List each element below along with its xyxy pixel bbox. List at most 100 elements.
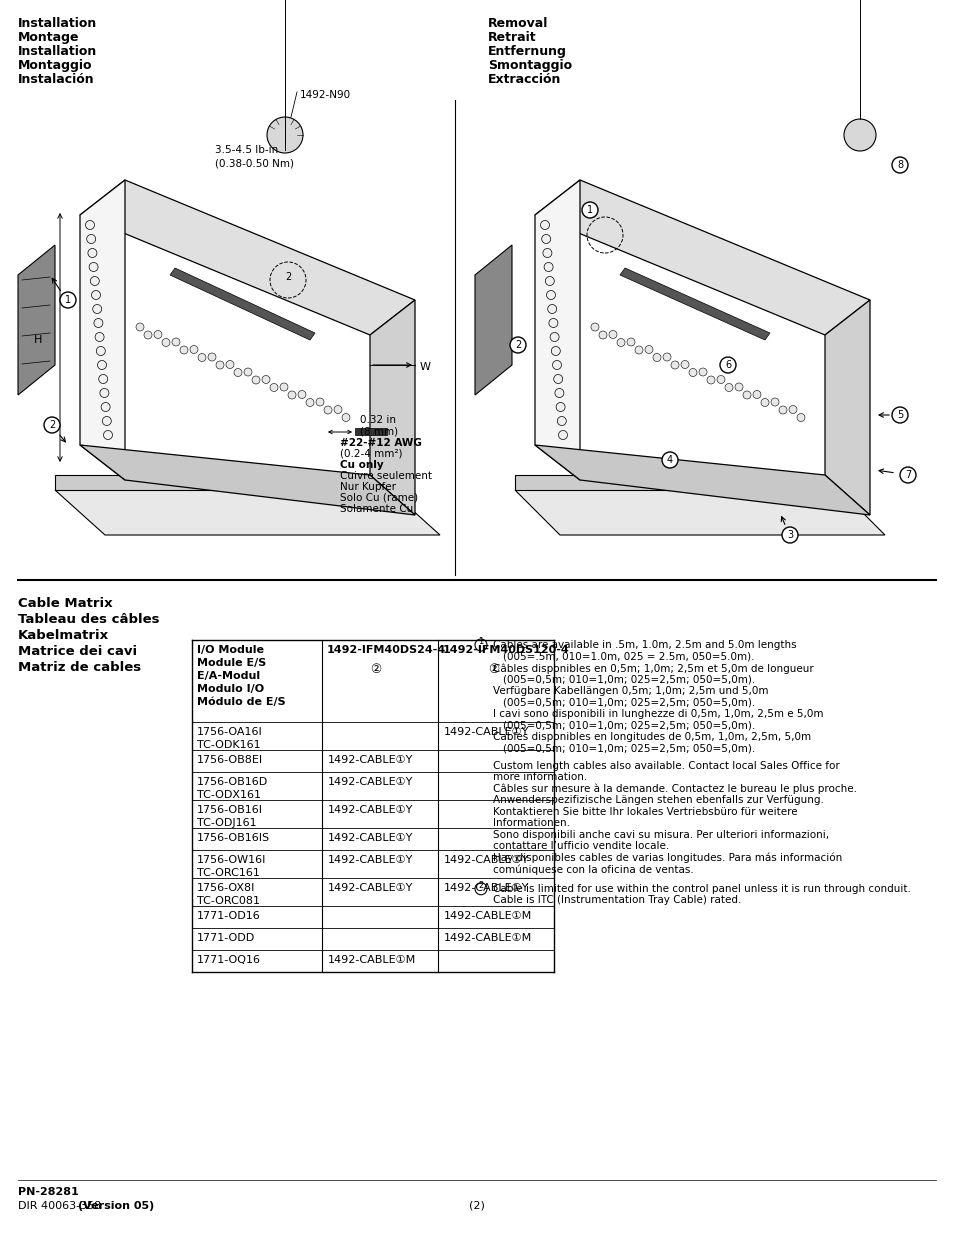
Text: ②: ② (370, 663, 381, 676)
Circle shape (44, 417, 60, 433)
Text: TC-ORC081: TC-ORC081 (196, 897, 260, 906)
Text: Cable Matrix: Cable Matrix (18, 597, 112, 610)
Text: 1: 1 (586, 205, 593, 215)
Text: I cavi sono disponibili in lunghezze di 0,5m, 1,0m, 2,5m e 5,0m: I cavi sono disponibili in lunghezze di … (493, 709, 822, 719)
Bar (355, 429, 387, 435)
Polygon shape (370, 300, 415, 515)
Text: I/O Module: I/O Module (196, 645, 264, 655)
Circle shape (661, 452, 678, 468)
Text: 5: 5 (896, 410, 902, 420)
Circle shape (262, 375, 270, 384)
Text: 1492-N90: 1492-N90 (299, 90, 351, 100)
Text: Solo Cu (rame): Solo Cu (rame) (339, 493, 417, 503)
Circle shape (91, 290, 100, 300)
Text: (Version 05): (Version 05) (78, 1200, 154, 1212)
Polygon shape (824, 300, 869, 515)
Circle shape (198, 353, 206, 362)
Polygon shape (170, 268, 314, 340)
Circle shape (617, 338, 624, 347)
Circle shape (688, 368, 697, 377)
Circle shape (543, 263, 553, 272)
Polygon shape (18, 245, 55, 395)
Polygon shape (80, 180, 125, 480)
Text: 1756-OX8I: 1756-OX8I (196, 883, 255, 893)
Circle shape (86, 221, 94, 230)
Text: Hay disponibles cables de varias longitudes. Para más información: Hay disponibles cables de varias longitu… (493, 852, 841, 863)
Text: (005=.5m, 010=1.0m, 025 = 2.5m, 050=5.0m).: (005=.5m, 010=1.0m, 025 = 2.5m, 050=5.0m… (502, 652, 754, 662)
Text: Tableau des câbles: Tableau des câbles (18, 613, 159, 626)
Text: 1492-IFM40DS24-4: 1492-IFM40DS24-4 (327, 645, 446, 655)
Circle shape (215, 361, 224, 369)
Circle shape (720, 357, 735, 373)
Text: (005=0,5m; 010=1,0m; 025=2,5m; 050=5,0m).: (005=0,5m; 010=1,0m; 025=2,5m; 050=5,0m)… (502, 720, 755, 730)
Text: Verfügbare Kabellängen 0,5m; 1,0m; 2,5m und 5,0m: Verfügbare Kabellängen 0,5m; 1,0m; 2,5m … (493, 685, 768, 697)
Text: (2): (2) (469, 1200, 484, 1212)
Text: Entfernung: Entfernung (488, 44, 566, 58)
Circle shape (680, 361, 688, 368)
Text: 1756-OA16I: 1756-OA16I (196, 727, 262, 737)
Circle shape (87, 235, 95, 243)
Circle shape (226, 361, 233, 368)
Text: 1492-CABLE①Y: 1492-CABLE①Y (328, 755, 413, 764)
Text: 1492-CABLE①Y: 1492-CABLE①Y (443, 883, 529, 893)
Circle shape (752, 390, 760, 399)
Text: 1492-CABLE①M: 1492-CABLE①M (443, 911, 532, 921)
Text: Matriz de cables: Matriz de cables (18, 661, 141, 674)
Circle shape (95, 332, 104, 342)
Circle shape (541, 235, 550, 243)
Circle shape (796, 414, 804, 421)
Text: Módulo de E/S: Módulo de E/S (196, 697, 285, 706)
Circle shape (324, 406, 332, 414)
Text: 1756-OW16I: 1756-OW16I (196, 855, 266, 864)
Text: Cables disponibles en longitudes de 0,5m, 1,0m, 2,5m, 5,0m: Cables disponibles en longitudes de 0,5m… (493, 732, 810, 742)
Circle shape (779, 406, 786, 414)
Circle shape (233, 368, 242, 377)
Circle shape (60, 291, 76, 308)
Circle shape (608, 331, 617, 338)
Text: 1756-OB8EI: 1756-OB8EI (196, 755, 263, 764)
Text: Cables are available in .5m, 1.0m, 2.5m and 5.0m lengths: Cables are available in .5m, 1.0m, 2.5m … (493, 640, 796, 650)
Circle shape (306, 399, 314, 406)
Circle shape (557, 416, 566, 426)
Text: Cu only: Cu only (339, 459, 383, 471)
Text: W: W (419, 362, 431, 372)
Text: 1756-OB16IS: 1756-OB16IS (196, 832, 270, 844)
Text: Cuivre seulement: Cuivre seulement (339, 471, 432, 480)
Circle shape (546, 290, 555, 300)
Text: Cable is ITC (Instrumentation Tray Cable) rated.: Cable is ITC (Instrumentation Tray Cable… (493, 895, 740, 905)
Polygon shape (535, 180, 869, 335)
Text: (005=0,5m; 010=1,0m; 025=2,5m; 050=5,0m).: (005=0,5m; 010=1,0m; 025=2,5m; 050=5,0m)… (502, 698, 755, 708)
Text: 4: 4 (666, 454, 673, 466)
Text: 1492-CABLE①M: 1492-CABLE①M (443, 932, 532, 944)
Polygon shape (619, 268, 769, 340)
Circle shape (180, 346, 188, 354)
Circle shape (553, 374, 562, 384)
Circle shape (102, 416, 112, 426)
Circle shape (734, 383, 742, 391)
Text: DIR 40063-358: DIR 40063-358 (18, 1200, 105, 1212)
Text: Nur Kupfer: Nur Kupfer (339, 482, 395, 492)
Text: Anwenderspezifizische Längen stehen ebenfalls zur Verfügung.: Anwenderspezifizische Längen stehen eben… (493, 795, 823, 805)
Circle shape (252, 375, 260, 384)
Text: H: H (33, 335, 42, 345)
Circle shape (103, 431, 112, 440)
Circle shape (547, 305, 557, 314)
Text: Custom length cables also available. Contact local Sales Office for: Custom length cables also available. Con… (493, 761, 839, 771)
Text: 1: 1 (477, 637, 483, 646)
Text: Module E/S: Module E/S (196, 658, 266, 668)
Circle shape (540, 221, 549, 230)
Text: 1492-CABLE①Y: 1492-CABLE①Y (328, 855, 413, 864)
Text: (8 mm): (8 mm) (359, 426, 397, 436)
Circle shape (280, 383, 288, 391)
Polygon shape (515, 490, 884, 535)
Text: 2: 2 (477, 882, 483, 890)
Circle shape (172, 338, 180, 346)
Circle shape (297, 390, 306, 399)
Text: 2: 2 (49, 420, 55, 430)
Text: 6: 6 (724, 359, 730, 370)
Text: 1492-CABLE①Y: 1492-CABLE①Y (443, 727, 529, 737)
Circle shape (510, 337, 525, 353)
Circle shape (288, 391, 295, 399)
Circle shape (760, 399, 768, 406)
Circle shape (92, 305, 102, 314)
